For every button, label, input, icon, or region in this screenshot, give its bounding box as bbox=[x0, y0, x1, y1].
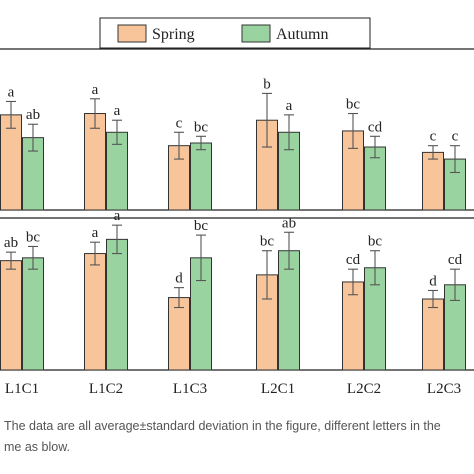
top-autumn-l2c2-significance-letter: cd bbox=[368, 119, 383, 135]
top-spring-l2c1-significance-letter: b bbox=[263, 76, 271, 92]
top-autumn-l1c2-error-bar bbox=[112, 119, 122, 145]
x-tick-label-l2c3: L2C3 bbox=[427, 381, 461, 397]
bottom-spring-l2c2-significance-letter: cd bbox=[346, 252, 361, 268]
top-spring-l1c3-significance-letter: c bbox=[176, 115, 183, 131]
legend-swatch-spring bbox=[117, 24, 147, 43]
caption-line-1: The data are all average±standard deviat… bbox=[4, 419, 441, 433]
bottom-spring-l1c3-error-bar bbox=[174, 287, 184, 309]
top-autumn-l2c1-significance-letter: a bbox=[286, 98, 293, 114]
top-spring-l2c3-bar bbox=[422, 151, 444, 211]
top-autumn-l2c2-error-bar bbox=[370, 135, 380, 159]
bottom-autumn-l2c2-error-bar bbox=[370, 250, 380, 286]
bottom-autumn-l1c3-error-bar bbox=[196, 234, 206, 282]
top-spring-l1c1-error-bar bbox=[6, 100, 16, 129]
top-spring-l1c1-significance-letter: a bbox=[8, 84, 15, 100]
bottom-autumn-l2c2-significance-letter: bc bbox=[368, 234, 383, 250]
x-tick-label-l1c3: L1C3 bbox=[173, 381, 207, 397]
bottom-spring-l1c2-significance-letter: a bbox=[92, 225, 99, 241]
bottom-autumn-l1c2-bar bbox=[106, 238, 128, 371]
x-tick-labels: L1C1 L1C2 L1C3 L2C1 L2C2 L2C3 bbox=[5, 381, 461, 397]
bottom-autumn-l2c1-significance-letter: ab bbox=[282, 215, 296, 231]
bottom-autumn-l1c1-significance-letter: bc bbox=[26, 229, 41, 245]
x-tick-label-l2c1: L2C1 bbox=[261, 381, 295, 397]
bottom-spring-l1c3-significance-letter: d bbox=[175, 271, 183, 287]
legend: Spring Autumn bbox=[99, 17, 371, 49]
top-autumn-l1c3-error-bar bbox=[196, 135, 206, 151]
bottom-autumn-l1c1-error-bar bbox=[28, 245, 38, 270]
top-spring-l1c2-significance-letter: a bbox=[92, 82, 99, 98]
top-autumn-l2c3-error-bar bbox=[450, 145, 460, 174]
caption-line-2: me as blow. bbox=[4, 440, 71, 454]
bottom-spring-l2c2-error-bar bbox=[348, 268, 358, 296]
bottom-autumn-l2c3-significance-letter: cd bbox=[448, 252, 463, 268]
top-spring-l1c3-error-bar bbox=[174, 131, 184, 160]
top-spring-l2c3-significance-letter: c bbox=[430, 129, 437, 145]
x-tick-label-l2c2: L2C2 bbox=[347, 381, 381, 397]
bottom-spring-l2c3-significance-letter: d bbox=[429, 273, 437, 289]
bottom-autumn-l1c3-significance-letter: bc bbox=[194, 218, 209, 234]
bottom-spring-l1c3-bar bbox=[168, 297, 190, 371]
top-autumn-l1c1-significance-letter: ab bbox=[26, 107, 40, 123]
bottom-autumn-l2c3-error-bar bbox=[450, 268, 460, 301]
bottom-spring-l2c3-bar bbox=[422, 298, 444, 371]
top-spring-l2c2-error-bar bbox=[348, 112, 358, 149]
legend-swatch-autumn bbox=[241, 24, 271, 43]
top-autumn-l2c1-error-bar bbox=[284, 114, 294, 151]
bottom-spring-l1c1-error-bar bbox=[6, 251, 16, 270]
bottom-spring-l1c2-error-bar bbox=[90, 241, 100, 266]
legend-label-autumn: Autumn bbox=[276, 26, 328, 43]
top-autumn-l1c3-bar bbox=[190, 142, 212, 211]
bottom-autumn-l1c1-bar bbox=[22, 257, 44, 371]
bottom-spring-l2c1-error-bar bbox=[262, 250, 272, 300]
bottom-spring-l1c1-bar bbox=[0, 260, 22, 371]
top-spring-l2c3-error-bar bbox=[428, 145, 438, 160]
bottom-spring-l1c2-bar bbox=[84, 253, 106, 371]
top-autumn-l2c3-significance-letter: c bbox=[452, 129, 459, 145]
top-spring-l1c1-bar bbox=[0, 114, 22, 211]
x-tick-label-l1c1: L1C1 bbox=[5, 381, 39, 397]
top-autumn-l1c2-significance-letter: a bbox=[114, 103, 121, 119]
bottom-autumn-l1c2-error-bar bbox=[112, 224, 122, 255]
bottom-autumn-l1c2-significance-letter: a bbox=[114, 208, 121, 224]
legend-label-spring: Spring bbox=[152, 26, 195, 43]
top-autumn-l1c3-significance-letter: bc bbox=[194, 119, 209, 135]
bottom-spring-l1c1-significance-letter: ab bbox=[4, 235, 18, 251]
bottom-spring-l2c1-significance-letter: bc bbox=[260, 234, 275, 250]
figure-caption: The data are all average±standard deviat… bbox=[4, 416, 474, 458]
top-spring-l1c2-error-bar bbox=[90, 98, 100, 129]
bottom-spring-l2c3-error-bar bbox=[428, 289, 438, 309]
top-autumn-l1c1-error-bar bbox=[28, 123, 38, 152]
top-spring-l2c2-significance-letter: bc bbox=[346, 97, 361, 113]
bottom-autumn-l2c1-error-bar bbox=[284, 231, 294, 270]
top-spring-l2c1-error-bar bbox=[262, 92, 272, 148]
x-tick-label-l1c2: L1C2 bbox=[89, 381, 123, 397]
